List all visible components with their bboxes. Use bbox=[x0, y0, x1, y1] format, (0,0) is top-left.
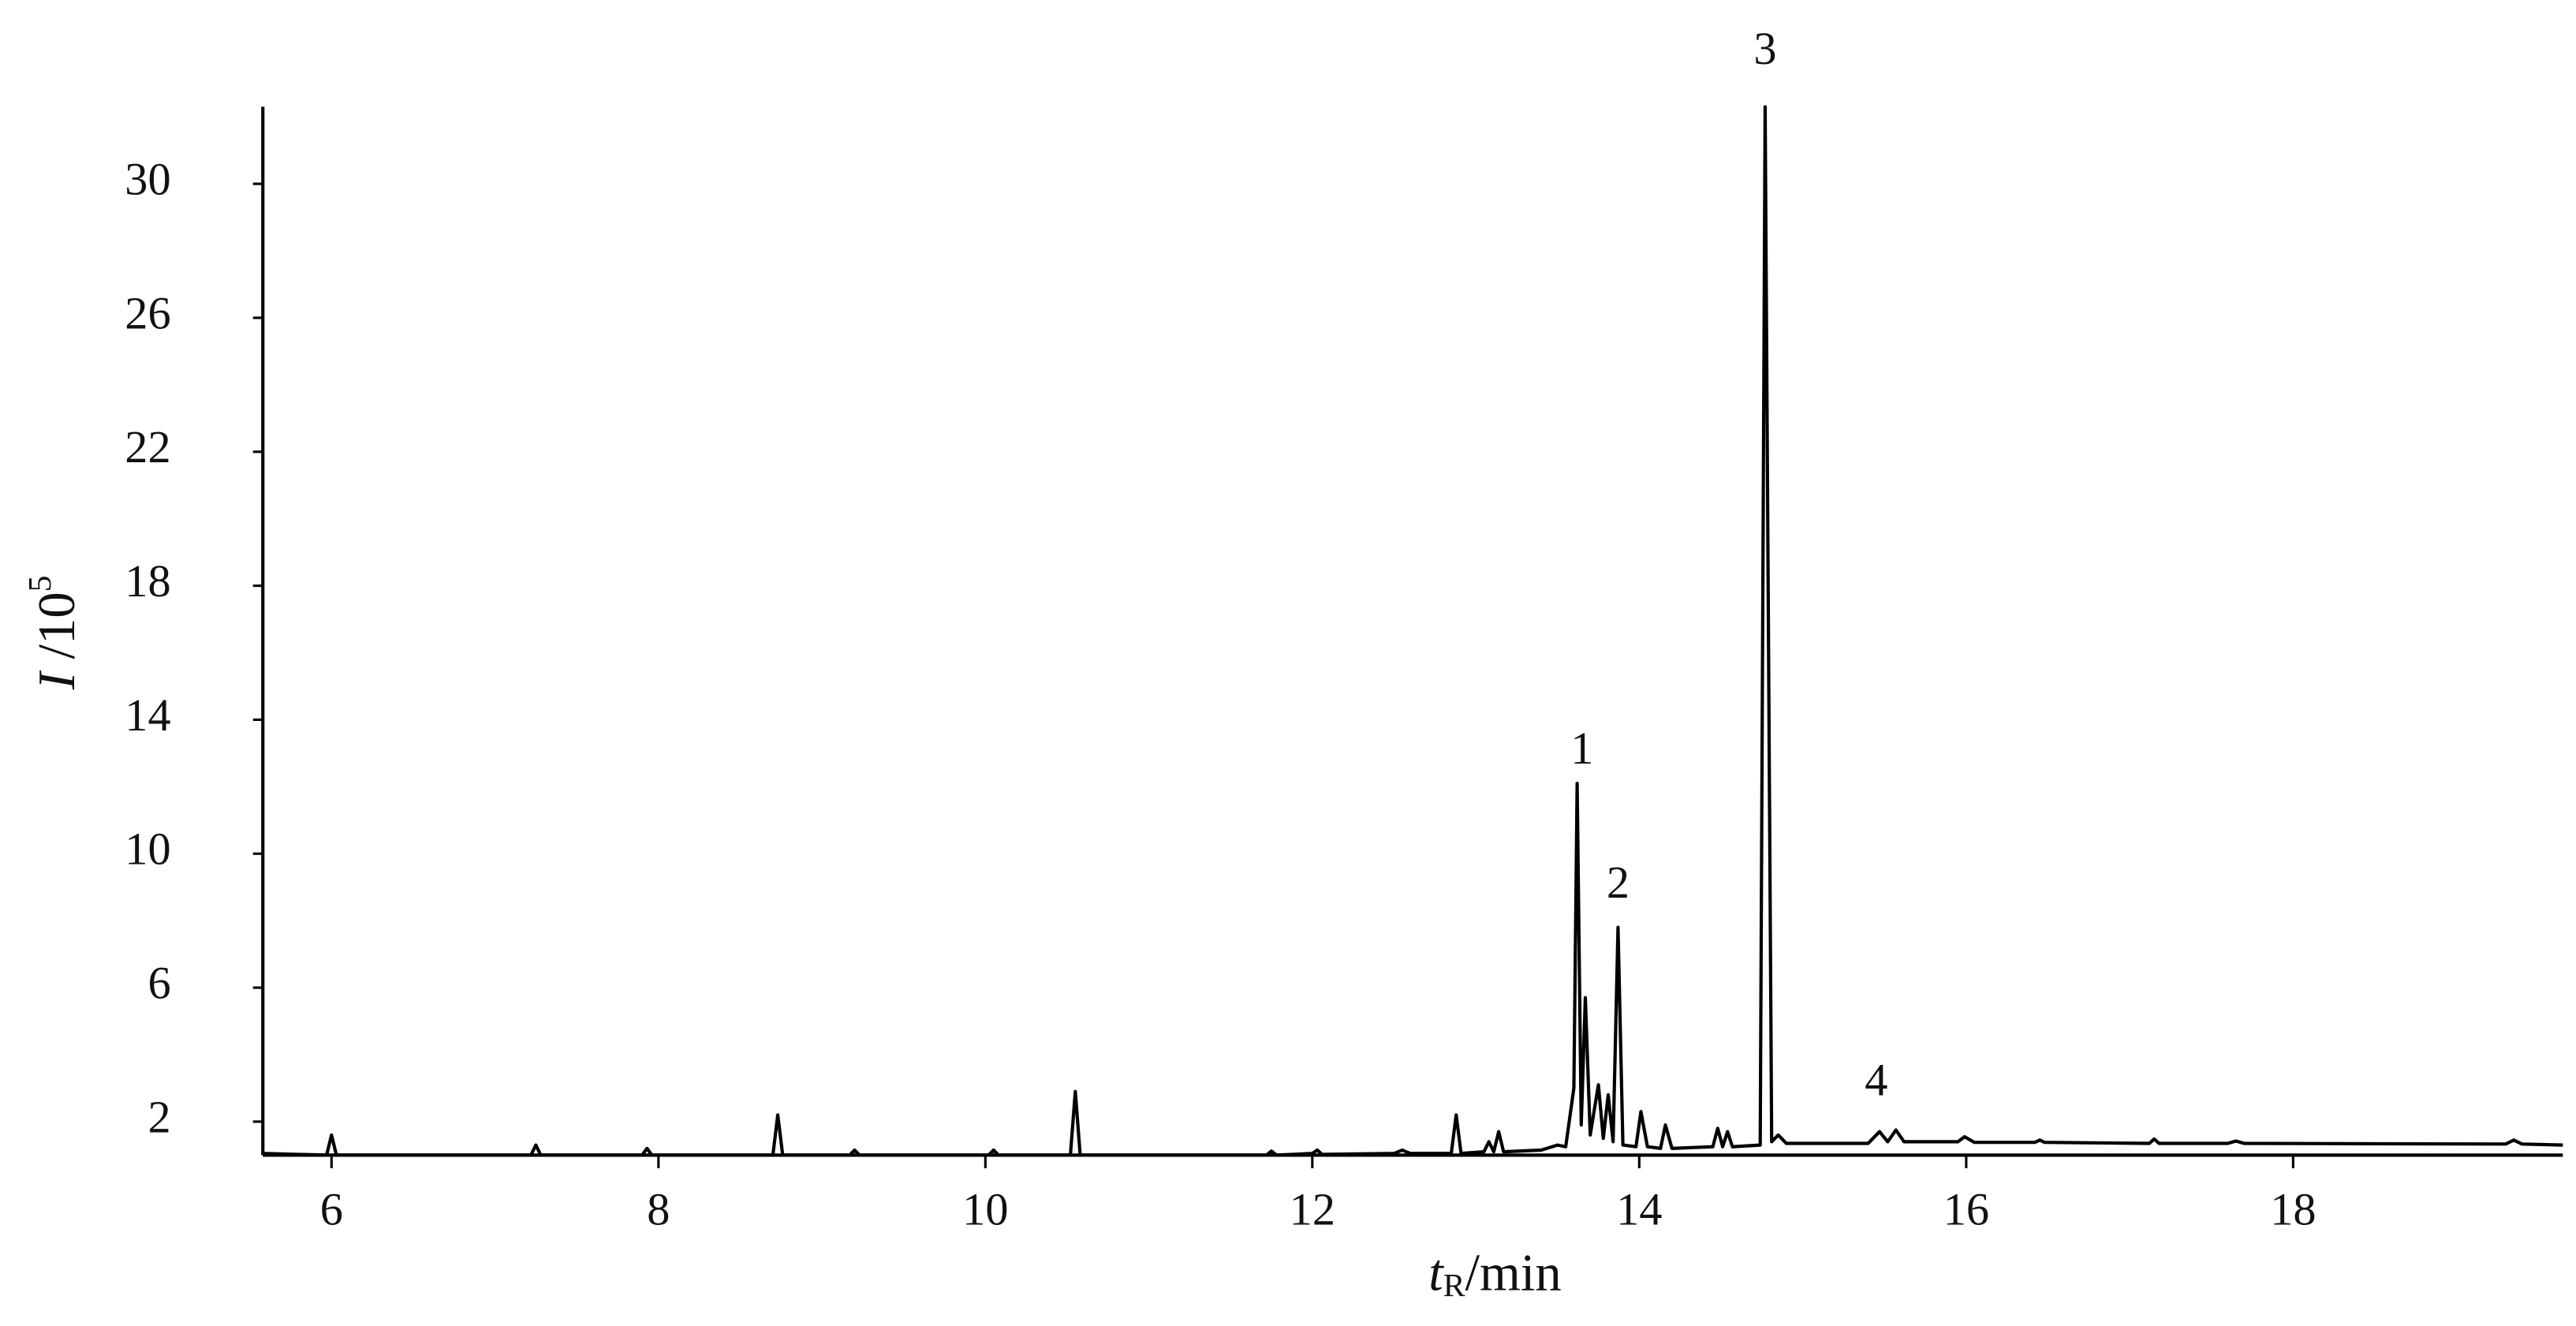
peak-label: 2 bbox=[1607, 857, 1630, 908]
peak-label: 1 bbox=[1570, 723, 1593, 774]
chromatogram-trace bbox=[263, 105, 2563, 1157]
x-tick-label: 18 bbox=[2270, 1184, 2316, 1235]
y-tick-label: 10 bbox=[125, 824, 170, 875]
y-label-part: /10 bbox=[28, 592, 86, 672]
y-tick-label: 26 bbox=[125, 287, 170, 338]
x-tick-label: 8 bbox=[647, 1184, 670, 1235]
x-tick-label: 6 bbox=[320, 1184, 343, 1235]
x-tick-label: 12 bbox=[1290, 1184, 1335, 1235]
y-tick-label: 18 bbox=[125, 555, 170, 607]
y-label-part: 5 bbox=[22, 576, 58, 592]
peak-label: 3 bbox=[1753, 23, 1776, 74]
x-tick-label: 14 bbox=[1616, 1184, 1662, 1235]
x-label-part: t bbox=[1428, 1245, 1444, 1302]
y-tick-label: 6 bbox=[147, 957, 170, 1008]
y-tick-label: 30 bbox=[125, 153, 170, 204]
y-tick-label: 14 bbox=[125, 689, 170, 741]
y-tick-label: 2 bbox=[147, 1091, 170, 1142]
y-axis-label: I /105 bbox=[22, 576, 87, 691]
y-label-part: I bbox=[28, 670, 86, 690]
x-tick-label: 16 bbox=[1943, 1184, 1989, 1235]
x-axis-label: tR/min bbox=[1428, 1245, 1561, 1304]
peak-label: 4 bbox=[1865, 1055, 1887, 1106]
x-label-part: R bbox=[1443, 1268, 1465, 1304]
x-tick-label: 10 bbox=[962, 1184, 1008, 1235]
x-label-part: /min bbox=[1465, 1245, 1562, 1302]
y-tick-label: 22 bbox=[125, 421, 170, 473]
